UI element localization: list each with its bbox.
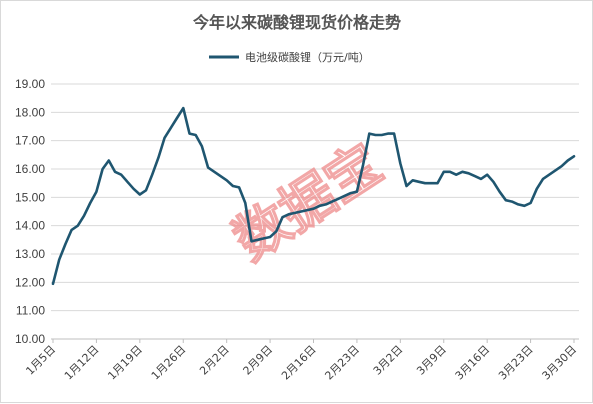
x-tick-label: 3月16日 (453, 343, 493, 383)
x-tick-label: 1月12日 (62, 343, 102, 383)
watermark: 数据宝 (222, 131, 394, 273)
x-tick-label: 3月23日 (496, 343, 536, 383)
x-tick-label: 2月2日 (197, 343, 232, 378)
x-tick-label: 2月9日 (241, 343, 276, 378)
x-axis-tick-labels: 1月5日 1月12日 1月19日 1月26日 2月2日 2月9日 2月16日 2月23日 3月2… (23, 343, 579, 383)
x-axis (51, 338, 579, 343)
x-tick-label: 1月19日 (105, 343, 145, 383)
series-layer (51, 106, 576, 286)
y-tick-label: 13.00 (15, 247, 45, 261)
y-tick-label: 18.00 (15, 105, 45, 119)
y-tick-label: 10.00 (15, 332, 45, 346)
y-tick-label: 15.00 (15, 190, 45, 204)
y-tick-label: 11.00 (16, 304, 45, 318)
y-tick-label: 16.00 (15, 162, 45, 176)
legend-label: 电池级碳酸锂（万元/吨） (245, 50, 370, 64)
y-tick-label: 19.00 (15, 77, 45, 91)
x-tick-label: 3月9日 (414, 343, 449, 378)
x-tick-label: 3月2日 (371, 343, 406, 378)
y-tick-label: 14.00 (15, 219, 45, 233)
series-line (51, 106, 576, 286)
watermark-text: 数据宝 (223, 132, 393, 273)
y-tick-label: 12.00 (15, 275, 45, 289)
y-tick-label: 17.00 (15, 134, 45, 148)
chart-title: 今年以来碳酸锂现货价格走势 (192, 13, 401, 32)
y-axis-tick-labels: 10.00 11.00 12.00 13.00 14.00 15.00 16.00 17.00… (15, 77, 45, 346)
x-tick-label: 1月26日 (149, 343, 189, 383)
x-tick-label: 1月5日 (23, 343, 58, 378)
x-tick-label: 2月16日 (279, 343, 319, 383)
legend: 电池级碳酸锂（万元/吨） (209, 50, 370, 64)
x-tick-label: 2月23日 (322, 343, 362, 383)
x-tick-label: 3月30日 (540, 343, 580, 383)
